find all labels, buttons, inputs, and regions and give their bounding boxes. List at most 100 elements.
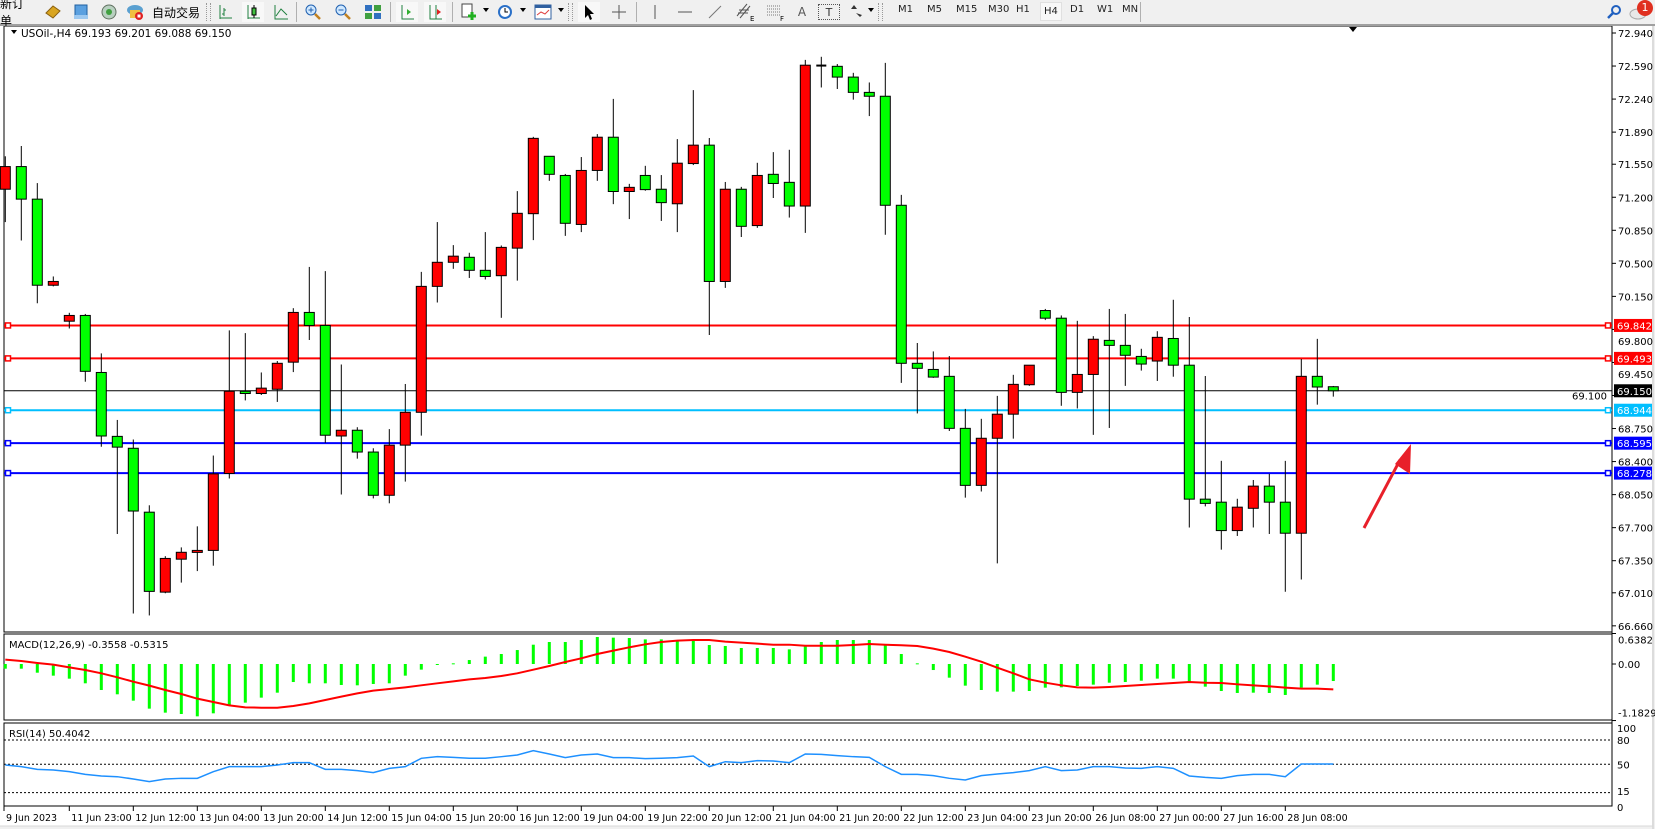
macd-bar — [115, 664, 119, 695]
candle-body — [943, 375, 955, 429]
chart-window[interactable]: 72.940 72.590 72.240 71.890 71.550 71.200 70.8… — [0, 26, 1655, 829]
candle — [447, 245, 459, 269]
cursor-icon[interactable] — [578, 2, 600, 22]
arrows-icon[interactable] — [846, 2, 866, 22]
periods-clock-icon[interactable] — [494, 2, 516, 22]
price-tag — [1614, 403, 1652, 417]
new-chart-dropdown-icon[interactable] — [483, 8, 489, 12]
time-label: 12 Jun 12:00 — [135, 813, 195, 824]
macd-bar — [1251, 664, 1255, 693]
candlestick-chart-icon[interactable] — [242, 2, 264, 22]
timeframe-m15[interactable]: M15 — [956, 4, 978, 15]
templates-dropdown-icon[interactable] — [558, 8, 564, 12]
toolbar-grip[interactable] — [878, 3, 883, 21]
macd-bar — [419, 664, 423, 670]
line-handle[interactable] — [1604, 406, 1612, 414]
line-handle[interactable] — [1604, 322, 1612, 329]
candle-body — [511, 212, 523, 249]
search-icon[interactable] — [1605, 2, 1623, 22]
price-tag-label: 68.278 — [1617, 469, 1652, 480]
candle-body — [543, 155, 555, 175]
macd-bar — [723, 645, 727, 664]
line-handle[interactable] — [4, 469, 12, 477]
navigator-icon[interactable] — [70, 2, 92, 22]
text-label-tool-button[interactable]: T — [818, 4, 840, 20]
candle — [1263, 473, 1275, 534]
time-label: 27 Jun 00:00 — [1159, 813, 1219, 824]
toolbar-grip[interactable] — [568, 3, 573, 21]
candle-body — [1135, 355, 1147, 365]
chart-menu-triangle-icon[interactable] — [11, 30, 17, 34]
time-axis[interactable]: 9 Jun 2023 11 Jun 23:00 12 Jun 12:00 13 Jun… — [3, 806, 1348, 824]
candle — [1231, 498, 1243, 536]
candle — [271, 361, 283, 402]
timeframe-h1[interactable]: H1 — [1016, 4, 1030, 15]
crosshair-icon[interactable] — [608, 2, 630, 22]
timeframe-m30[interactable]: M30 — [988, 4, 1010, 15]
text-label-tool-label: T — [825, 5, 833, 19]
macd-bar — [1091, 664, 1095, 685]
line-handle[interactable] — [4, 355, 12, 362]
new-order-button[interactable]: 新订单 — [0, 0, 34, 28]
candle — [959, 408, 971, 498]
tile-windows-icon[interactable] — [362, 2, 384, 22]
fibonacci-icon[interactable]: F — [764, 2, 788, 22]
line-handle[interactable] — [1604, 469, 1612, 477]
line-handle[interactable] — [4, 406, 12, 414]
vertical-line-icon[interactable] — [644, 2, 666, 22]
candle-body — [1311, 375, 1323, 388]
timeframe-m1[interactable]: M1 — [898, 4, 913, 15]
macd-bar — [947, 664, 951, 678]
candle — [1135, 348, 1147, 371]
candle-body — [127, 447, 139, 512]
price-tag — [1614, 318, 1652, 332]
line-handle[interactable] — [4, 439, 12, 447]
price-axis[interactable]: 72.940 72.590 72.240 71.890 71.550 71.200 70.8… — [1572, 26, 1653, 806]
arrows-dropdown-icon[interactable] — [868, 8, 874, 12]
candle — [991, 395, 1003, 564]
candle-body — [591, 136, 603, 171]
timeframe-m5[interactable]: M5 — [927, 4, 942, 15]
periods-dropdown-icon[interactable] — [520, 8, 526, 12]
line-handle[interactable] — [4, 322, 12, 329]
chart-shift-icon[interactable] — [424, 2, 446, 22]
candle-body — [223, 390, 235, 474]
bar-chart-icon[interactable] — [214, 2, 236, 22]
price-label: 69.100 — [1572, 392, 1607, 403]
horizontal-line-icon[interactable] — [674, 2, 696, 22]
line-chart-icon[interactable] — [270, 2, 292, 22]
macd-title: MACD(12,26,9) -0.3558 -0.5315 — [9, 640, 169, 651]
macd-bar — [307, 664, 311, 684]
zoom-out-icon[interactable] — [332, 2, 354, 22]
macd-bar — [1203, 664, 1207, 687]
templates-icon[interactable] — [532, 2, 554, 22]
timeframe-h4[interactable]: H4 — [1040, 2, 1062, 21]
candle-body — [479, 269, 491, 277]
signals-icon[interactable] — [98, 2, 120, 22]
candle — [879, 62, 891, 235]
macd-bar — [1027, 664, 1031, 692]
auto-trading-button[interactable]: 自动交易 — [148, 2, 204, 22]
line-handle[interactable] — [1604, 439, 1612, 447]
macd-bar — [547, 642, 551, 664]
toolbar-grip[interactable] — [206, 3, 211, 21]
auto-trading-icon[interactable] — [124, 2, 146, 22]
macd-bar — [275, 664, 279, 693]
price-label: 69.800 — [1618, 337, 1653, 348]
text-tool-button[interactable]: A — [792, 2, 812, 22]
line-handle[interactable] — [1604, 355, 1612, 362]
equidistant-channel-icon[interactable]: E — [734, 2, 758, 22]
timeframe-w1[interactable]: W1 — [1097, 4, 1114, 15]
price-label: 67.010 — [1618, 589, 1653, 600]
market-watch-icon[interactable] — [42, 2, 64, 22]
trendline-icon[interactable] — [704, 2, 726, 22]
new-chart-icon[interactable] — [458, 2, 480, 22]
timeframe-mn[interactable]: MN — [1122, 4, 1139, 15]
timeframe-d1[interactable]: D1 — [1070, 4, 1085, 15]
candle — [415, 271, 427, 436]
candle-body — [719, 188, 731, 282]
annotation-arrow[interactable] — [1362, 444, 1411, 529]
auto-scroll-icon[interactable] — [396, 2, 418, 22]
zoom-in-icon[interactable] — [302, 2, 324, 22]
chart-shift-marker-icon[interactable] — [1349, 27, 1357, 32]
